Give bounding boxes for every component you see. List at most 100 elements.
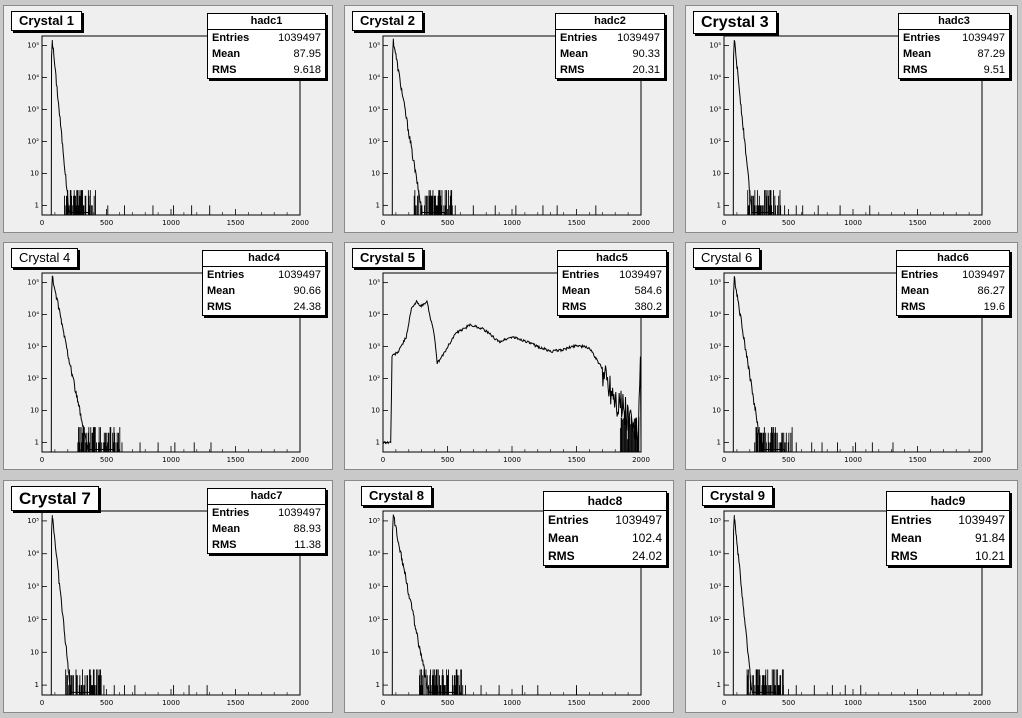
y-tick-label: 10³: [368, 343, 380, 351]
stats-mean-label: Mean: [891, 531, 922, 545]
y-tick-label: 10⁴: [368, 74, 380, 82]
stats-box: hadc7 Entries 1039497 Mean 88.93 RMS 11.38: [207, 488, 326, 554]
x-tick-label: 1500: [227, 456, 245, 464]
x-tick-label: 0: [381, 219, 385, 227]
stats-entries-label: Entries: [891, 513, 932, 527]
histogram-pad-3: 1 10 10² 10³ 10⁴ 10⁵ 0 500 1000 1500 2000 Crystal …: [685, 5, 1018, 233]
stats-hist-name: hadc5: [558, 251, 666, 267]
x-tick-label: 1000: [503, 456, 521, 464]
stats-rms-value: 19.6: [983, 301, 1005, 313]
stats-hist-name: hadc9: [887, 492, 1009, 511]
x-tick-label: 2000: [973, 219, 991, 227]
x-tick-label: 0: [722, 219, 726, 227]
stats-mean-value: 102.4: [631, 531, 662, 545]
y-tick-label: 10³: [709, 106, 721, 114]
histogram-pad-5: 1 10 10² 10³ 10⁴ 10⁵ 0 500 1000 1500 2000 Crystal …: [344, 242, 674, 470]
y-tick-label: 10²: [27, 374, 39, 382]
histogram-plot-6: 1 10 10² 10³ 10⁴ 10⁵ 0 500 1000 1500 2000: [709, 272, 991, 464]
stats-rms-value: 9.51: [983, 64, 1005, 76]
stats-entries-label: Entries: [548, 513, 589, 527]
stats-rms-value: 10.21: [974, 549, 1005, 563]
stats-mean-value: 88.93: [293, 523, 321, 535]
stats-mean-value: 90.33: [632, 48, 660, 60]
histogram-pad-4: 1 10 10² 10³ 10⁴ 10⁵ 0 500 1000 1500 2000 Crystal …: [3, 242, 333, 470]
histogram-plot-1: 1 10 10² 10³ 10⁴ 10⁵ 0 500 1000 1500 2000: [27, 35, 309, 227]
y-tick-label: 10⁴: [709, 311, 721, 319]
y-tick-label: 10: [712, 648, 721, 656]
histogram-pad-7: 1 10 10² 10³ 10⁴ 10⁵ 0 500 1000 1500 2000 Crystal …: [3, 480, 333, 713]
stats-mean-label: Mean: [548, 531, 579, 545]
y-tick-label: 10³: [368, 583, 380, 591]
stats-hist-name: hadc2: [556, 14, 664, 30]
histogram-pad-2: 1 10 10² 10³ 10⁴ 10⁵ 0 500 1000 1500 2000 Crystal …: [344, 5, 674, 233]
stats-mean-label: Mean: [212, 48, 241, 60]
x-tick-label: 1000: [162, 219, 180, 227]
pad-title: Crystal 5: [352, 248, 423, 268]
stats-mean-label: Mean: [562, 285, 591, 297]
stats-rms-label: RMS: [891, 549, 918, 563]
stats-box: hadc9 Entries 1039497 Mean 91.84 RMS 10.21: [886, 491, 1010, 566]
histogram-plot-7: 1 10 10² 10³ 10⁴ 10⁵ 0 500 1000 1500 2000: [27, 510, 309, 707]
stats-entries-label: Entries: [560, 32, 598, 44]
stats-mean-value: 584.6: [634, 285, 662, 297]
y-tick-label: 10²: [709, 137, 721, 145]
histogram-pad-8: 1 10 10² 10³ 10⁴ 10⁵ 0 500 1000 1500 2000 Crystal …: [344, 480, 674, 713]
x-tick-label: 2000: [973, 699, 991, 707]
x-tick-label: 1500: [227, 699, 245, 707]
histogram-pad-1: 1 10 10² 10³ 10⁴ 10⁵ 0 500 1000 1500 2000 Crystal …: [3, 5, 333, 233]
stats-rms-label: RMS: [548, 549, 575, 563]
stats-hist-name: hadc1: [208, 14, 325, 30]
x-tick-label: 500: [782, 456, 795, 464]
y-tick-label: 10³: [709, 583, 721, 591]
pad-title: Crystal 1: [11, 11, 82, 31]
stats-rms-value: 24.02: [631, 549, 662, 563]
y-tick-label: 10²: [27, 615, 39, 623]
y-tick-label: 10: [371, 406, 380, 414]
x-tick-label: 1000: [503, 219, 521, 227]
y-tick-label: 10⁵: [709, 517, 721, 525]
x-tick-label: 2000: [632, 456, 650, 464]
stats-hist-name: hadc8: [544, 492, 666, 511]
y-tick-label: 10⁴: [709, 550, 721, 558]
x-tick-label: 1500: [909, 699, 927, 707]
x-tick-label: 0: [40, 456, 44, 464]
x-tick-label: 500: [782, 219, 795, 227]
stats-rms-label: RMS: [212, 64, 237, 76]
x-tick-label: 0: [40, 219, 44, 227]
y-tick-label: 10: [30, 169, 39, 177]
histogram-line: [42, 515, 95, 696]
stats-rms-value: 9.618: [293, 64, 321, 76]
x-tick-label: 500: [100, 219, 113, 227]
y-tick-label: 1: [376, 681, 380, 689]
histogram-line: [382, 299, 642, 453]
y-tick-label: 10: [371, 169, 380, 177]
histogram-line: [383, 38, 446, 216]
stats-entries-label: Entries: [901, 269, 939, 281]
stats-entries-label: Entries: [212, 32, 250, 44]
y-tick-label: 10⁵: [709, 279, 721, 287]
y-tick-label: 1: [376, 201, 380, 209]
histogram-line: [724, 39, 774, 216]
stats-entries-value: 1039497: [278, 269, 321, 281]
histogram-line: [42, 275, 115, 453]
y-tick-label: 1: [717, 681, 721, 689]
stats-box: hadc6 Entries 1039497 Mean 86.27 RMS 19.6: [896, 250, 1010, 316]
x-tick-label: 2000: [291, 219, 309, 227]
stats-entries-value: 1039497: [278, 507, 321, 519]
stats-box: hadc5 Entries 1039497 Mean 584.6 RMS 380.2: [557, 250, 667, 316]
x-tick-label: 1500: [227, 219, 245, 227]
x-tick-label: 2000: [291, 699, 309, 707]
y-tick-label: 10²: [27, 137, 39, 145]
x-tick-label: 2000: [632, 219, 650, 227]
stats-mean-value: 86.27: [977, 285, 1005, 297]
histogram-plot-3: 1 10 10² 10³ 10⁴ 10⁵ 0 500 1000 1500 2000: [709, 35, 991, 227]
x-tick-label: 0: [381, 699, 385, 707]
y-tick-label: 10⁵: [368, 517, 380, 525]
y-tick-label: 10²: [368, 137, 380, 145]
y-tick-label: 10⁴: [368, 311, 380, 319]
x-tick-label: 1500: [568, 456, 586, 464]
histogram-plot-2: 1 10 10² 10³ 10⁴ 10⁵ 0 500 1000 1500 2000: [368, 35, 650, 227]
x-tick-label: 1500: [909, 219, 927, 227]
stats-hist-name: hadc4: [203, 251, 325, 267]
histogram-line: [383, 514, 456, 696]
